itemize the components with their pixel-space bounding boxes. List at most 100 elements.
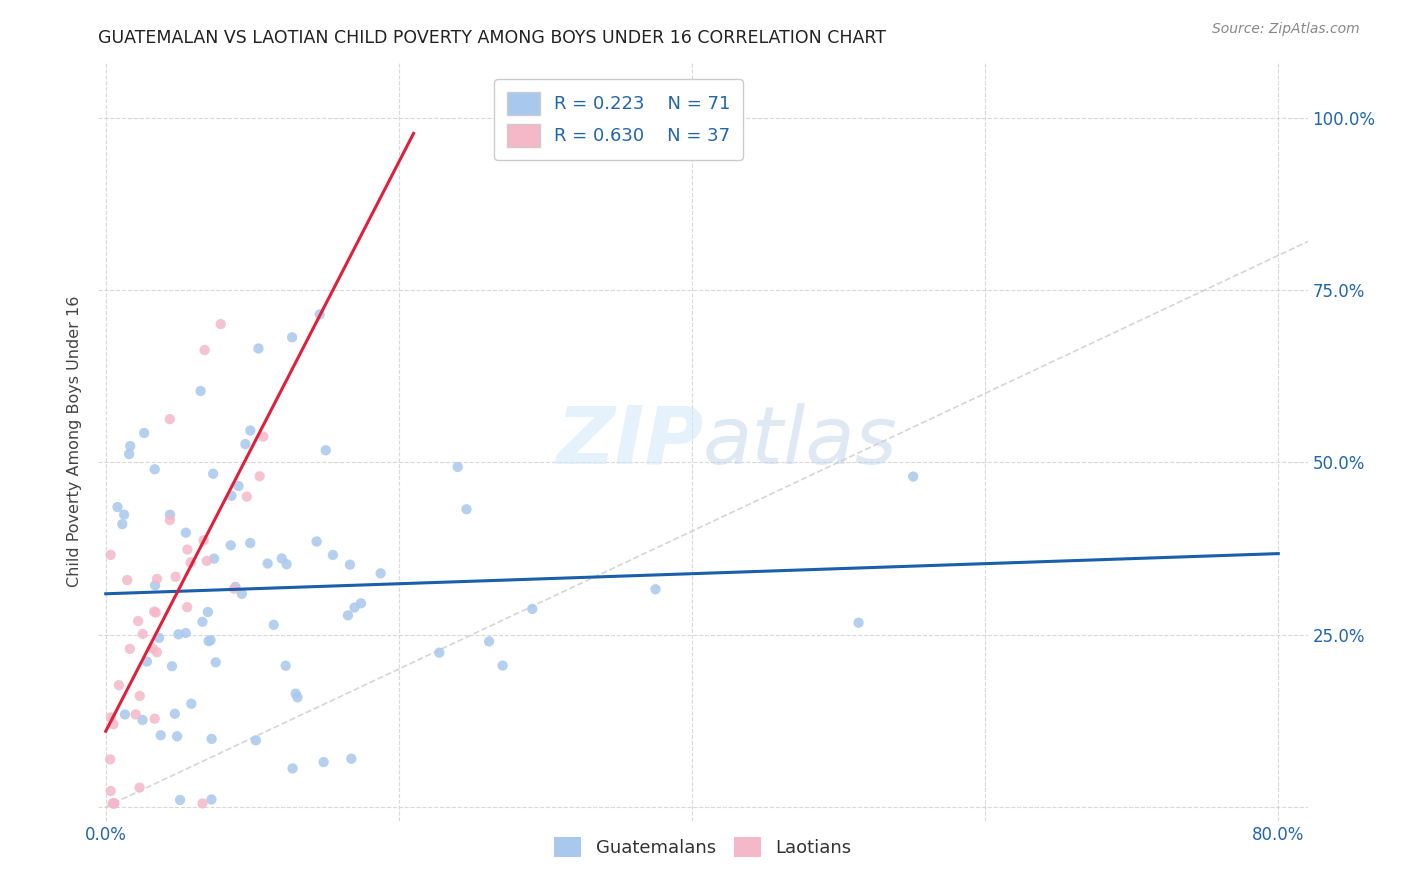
Point [107, 500, 129, 514]
Point [118, 641, 141, 656]
Point [256, 557, 278, 571]
Point [274, 658, 297, 673]
Point [160, 659, 183, 673]
Point [204, 656, 226, 670]
Point [149, 728, 172, 742]
Text: GUATEMALAN VS LAOTIAN CHILD POVERTY AMONG BOYS UNDER 16 CORRELATION CHART: GUATEMALAN VS LAOTIAN CHILD POVERTY AMON… [98, 29, 886, 47]
Point [114, 707, 136, 722]
Point [145, 606, 167, 620]
Point [340, 752, 363, 766]
Point [118, 447, 141, 461]
Point [427, 646, 450, 660]
Point [103, 797, 125, 811]
Point [239, 424, 262, 438]
Point [159, 508, 181, 522]
Point [131, 713, 153, 727]
Point [235, 437, 257, 451]
Point [128, 689, 150, 703]
Point [142, 641, 165, 656]
Point [108, 678, 131, 692]
Point [120, 439, 142, 453]
Point [143, 578, 166, 592]
Point [201, 731, 224, 746]
Point [148, 631, 170, 645]
Point [219, 538, 242, 552]
Point [447, 459, 470, 474]
Point [101, 797, 124, 811]
Point [522, 602, 544, 616]
Point [370, 566, 392, 581]
Point [350, 596, 373, 610]
Point [312, 755, 335, 769]
Point [167, 627, 190, 641]
Point [159, 513, 181, 527]
Point [252, 429, 274, 443]
Point [127, 614, 149, 628]
Point [146, 572, 169, 586]
Point [100, 548, 122, 562]
Point [202, 467, 225, 481]
Text: ZIP: ZIP [555, 402, 703, 481]
Point [305, 534, 328, 549]
Text: Source: ZipAtlas.com: Source: ZipAtlas.com [1212, 22, 1360, 37]
Point [336, 608, 359, 623]
Point [247, 342, 270, 356]
Point [103, 717, 125, 731]
Point [228, 479, 250, 493]
Point [135, 655, 157, 669]
Point [98, 752, 121, 766]
Point [174, 525, 197, 540]
Point [132, 627, 155, 641]
Point [191, 797, 214, 811]
Point [197, 605, 219, 619]
Point [180, 697, 202, 711]
Point [191, 615, 214, 629]
Point [222, 582, 245, 596]
Point [146, 645, 169, 659]
Y-axis label: Child Poverty Among Boys Under 16: Child Poverty Among Boys Under 16 [67, 296, 83, 587]
Point [115, 573, 138, 587]
Point [478, 634, 501, 648]
Point [176, 542, 198, 557]
Point [221, 489, 243, 503]
Point [195, 554, 218, 568]
Point [239, 536, 262, 550]
Point [143, 605, 166, 619]
Point [200, 633, 222, 648]
Point [143, 712, 166, 726]
Point [322, 548, 344, 562]
Point [263, 617, 285, 632]
Point [176, 600, 198, 615]
Point [284, 687, 307, 701]
Point [308, 307, 330, 321]
Point [103, 797, 125, 811]
Point [343, 600, 366, 615]
Point [159, 412, 181, 426]
Point [134, 425, 156, 440]
Point [209, 317, 232, 331]
Point [644, 582, 666, 597]
Point [180, 555, 202, 569]
Point [163, 706, 186, 721]
Point [100, 784, 122, 798]
Point [492, 658, 515, 673]
Point [197, 634, 219, 648]
Point [848, 615, 870, 630]
Point [111, 517, 134, 532]
Point [124, 707, 146, 722]
Point [174, 626, 197, 640]
Point [270, 551, 292, 566]
Point [249, 469, 271, 483]
Point [165, 570, 187, 584]
Point [245, 733, 267, 747]
Point [194, 343, 217, 357]
Point [128, 780, 150, 795]
Point [456, 502, 478, 516]
Legend: Guatemalans, Laotians: Guatemalans, Laotians [547, 830, 859, 864]
Point [281, 761, 304, 775]
Point [100, 710, 122, 724]
Point [169, 793, 191, 807]
Point [236, 490, 259, 504]
Point [166, 729, 188, 743]
Point [231, 587, 253, 601]
